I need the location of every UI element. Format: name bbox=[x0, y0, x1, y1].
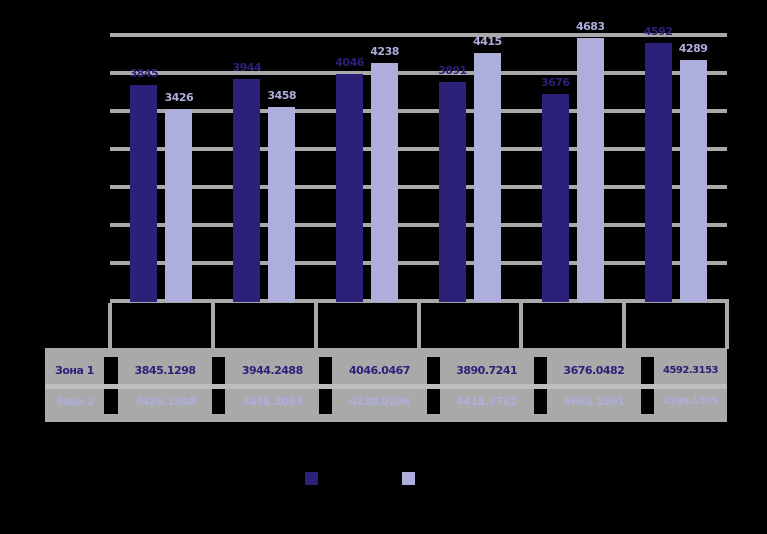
category-separator-line bbox=[725, 303, 729, 349]
table-cell: 3676.0482 bbox=[546, 357, 641, 384]
table-cell: 4046.0467 bbox=[332, 357, 427, 384]
table-cell: 3845.1298 bbox=[118, 357, 213, 384]
bar-value-label: 4046 bbox=[335, 55, 364, 69]
category-separator-line bbox=[313, 303, 318, 349]
bar-value-label: 3426 bbox=[164, 90, 194, 104]
bar-value-label: 4289 bbox=[678, 42, 708, 56]
bar-series2-cat4 bbox=[473, 52, 501, 302]
bar-series2-cat6 bbox=[679, 60, 707, 302]
table-cell: 4683.1591 bbox=[546, 389, 641, 414]
bar-series2-cat3 bbox=[371, 62, 399, 302]
bar-series1-cat6 bbox=[644, 43, 672, 302]
category-separator-line bbox=[108, 303, 112, 349]
legend-swatch-series2 bbox=[402, 472, 415, 485]
bar-value-label: 4592 bbox=[643, 25, 673, 39]
table-cell: 3458.3083 bbox=[225, 389, 320, 414]
table-cell: 3944.2488 bbox=[225, 357, 320, 384]
bar-series1-cat5 bbox=[541, 94, 569, 302]
table-row-label: Зона 2 bbox=[45, 389, 104, 414]
bar-series2-cat2 bbox=[268, 106, 296, 302]
category-separator-line bbox=[210, 303, 215, 349]
bar-value-label: 3891 bbox=[438, 64, 467, 78]
table-cell: 4592.3153 bbox=[654, 357, 727, 384]
category-separator-line bbox=[519, 303, 524, 349]
bar-series2-cat1 bbox=[165, 108, 193, 302]
bar-series1-cat2 bbox=[233, 79, 261, 302]
bar-value-label: 3944 bbox=[232, 61, 262, 75]
table-row-divider bbox=[45, 384, 727, 389]
bar-value-label: 4683 bbox=[575, 19, 605, 33]
gridline bbox=[110, 261, 727, 265]
bar-series1-cat1 bbox=[130, 84, 158, 302]
legend-swatch-series1 bbox=[305, 472, 318, 485]
table-cell: 3890.7241 bbox=[439, 357, 534, 384]
bar-value-label: 3458 bbox=[267, 88, 297, 102]
category-separator-line bbox=[416, 303, 421, 349]
table-cell: 4238.0208 bbox=[332, 389, 427, 414]
bar-series1-cat4 bbox=[438, 82, 466, 302]
x-axis-line bbox=[110, 299, 729, 303]
gridline bbox=[110, 147, 727, 151]
table-bottom-border bbox=[45, 414, 727, 422]
bar-series2-cat5 bbox=[576, 37, 604, 302]
table-cell: 4289.1505 bbox=[654, 389, 727, 414]
gridline bbox=[110, 33, 727, 37]
bar-series1-cat3 bbox=[336, 73, 364, 302]
bar-value-label: 3676 bbox=[540, 76, 570, 90]
table-cell: 4415.3782 bbox=[439, 389, 534, 414]
table-row-label: Зона 1 bbox=[45, 357, 104, 384]
table-cell: 3426.1348 bbox=[118, 389, 213, 414]
gridline bbox=[110, 185, 727, 189]
bar-value-label: 4415 bbox=[473, 34, 502, 48]
bar-value-label: 4238 bbox=[370, 44, 399, 58]
gridline bbox=[110, 223, 727, 227]
gridline bbox=[110, 109, 727, 113]
category-separator-line bbox=[622, 303, 627, 349]
bar-value-label: 3845 bbox=[129, 66, 159, 80]
table-top-border bbox=[45, 348, 727, 357]
gridline bbox=[110, 71, 727, 75]
